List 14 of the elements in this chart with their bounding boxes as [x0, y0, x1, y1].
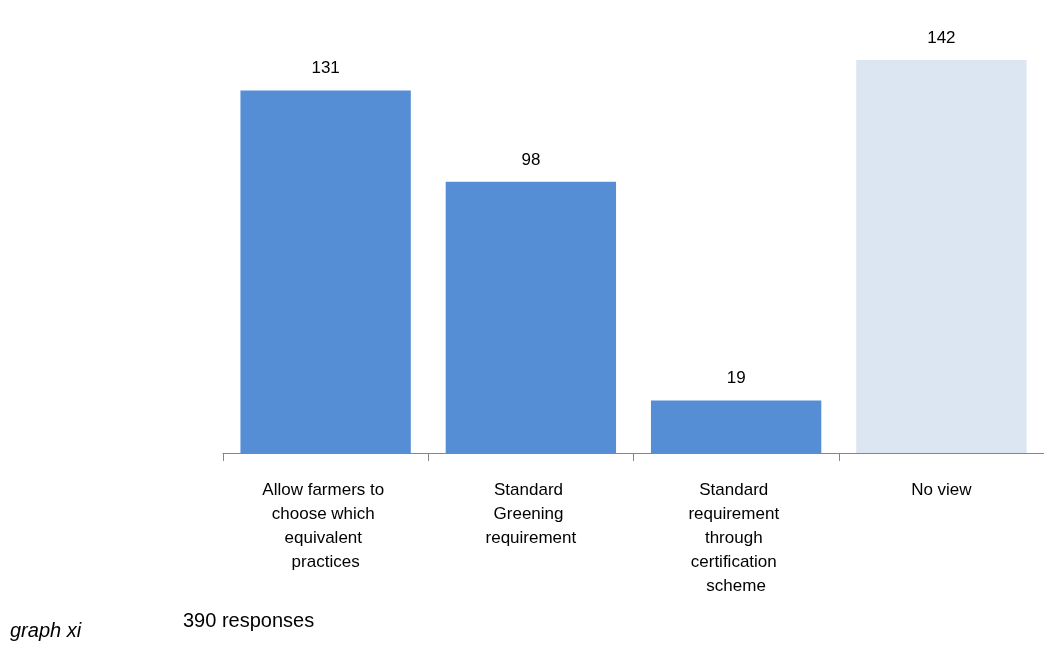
text: 390 responses: [183, 609, 315, 631]
bar: [445, 181, 617, 453]
bar: [240, 90, 411, 453]
data-label: 142: [927, 28, 956, 47]
data-label: 131: [311, 58, 340, 78]
text: graph xi: [10, 619, 82, 641]
bar: [650, 400, 822, 453]
data-label: 98: [521, 149, 541, 169]
x-tick-label: Standard Greening requirement: [485, 479, 577, 547]
bar: [856, 60, 1027, 453]
x-tick-label: No view: [911, 479, 973, 499]
x-tick-label: Allow farmers to choose which equivalent practices: [262, 479, 389, 571]
x-tick-label: Standard requirement through certification scheme: [688, 479, 784, 595]
data-label: 19: [726, 368, 746, 388]
